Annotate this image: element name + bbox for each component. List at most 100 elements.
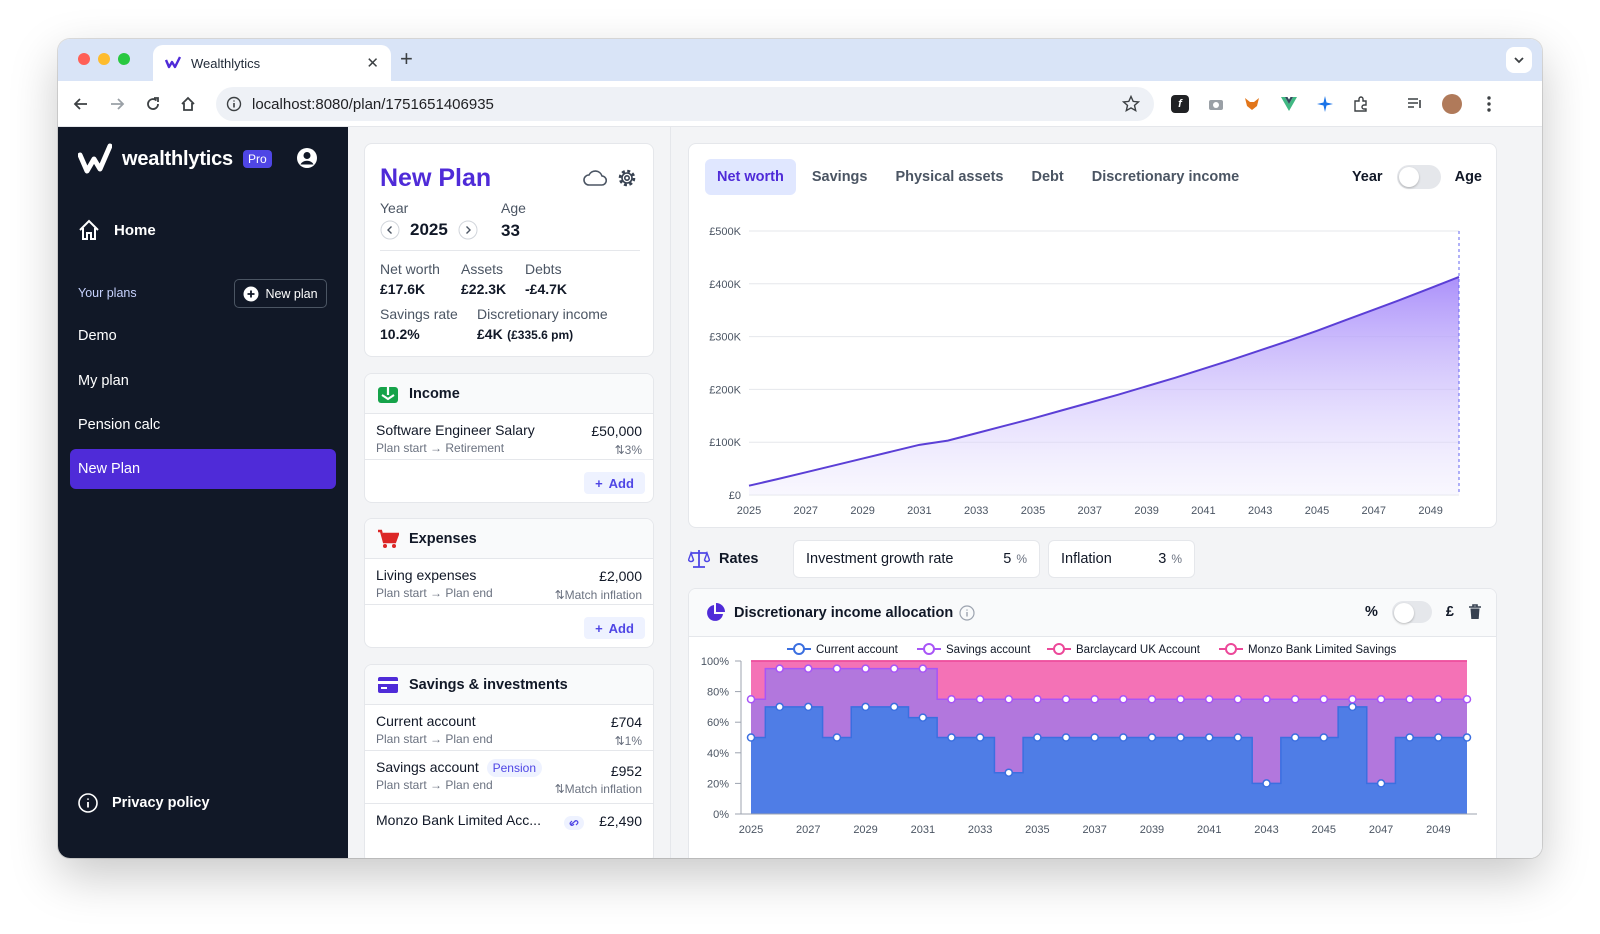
extension-camera-icon[interactable] <box>1207 95 1225 113</box>
close-window-button[interactable] <box>78 53 90 65</box>
cloud-sync-icon[interactable] <box>583 168 607 188</box>
tab-discretionary-income[interactable]: Discretionary income <box>1091 169 1240 185</box>
allocation-point <box>746 733 756 742</box>
add-income-button[interactable]: + Add <box>584 472 645 494</box>
pro-badge: Pro <box>242 150 272 168</box>
minimize-window-button[interactable] <box>98 53 110 65</box>
savings-row[interactable]: Savings account Pension Plan start → Pla… <box>365 751 653 804</box>
pension-tag: Pension <box>486 759 542 777</box>
back-button[interactable] <box>72 95 90 113</box>
account-button[interactable] <box>296 147 318 174</box>
allocation-line <box>751 667 1467 700</box>
site-info-icon[interactable] <box>226 96 242 112</box>
chevron-right-icon[interactable] <box>458 220 478 240</box>
x-tick-label: 2043 <box>1248 505 1272 517</box>
x-tick-label: 2027 <box>796 824 820 836</box>
tab-debt[interactable]: Debt <box>1031 169 1064 185</box>
maximize-window-button[interactable] <box>118 53 130 65</box>
reload-button[interactable] <box>144 95 162 113</box>
extensions-puzzle-icon[interactable] <box>1352 95 1370 113</box>
allocation-point <box>1119 695 1128 704</box>
divider <box>380 250 640 251</box>
sidebar-item-pension-calc[interactable]: Pension calc <box>78 417 161 433</box>
allocation-point <box>832 733 842 742</box>
home-icon <box>79 219 99 240</box>
expenses-header: Expenses <box>365 519 653 559</box>
tab-search-button[interactable] <box>1506 47 1532 73</box>
extension-function-icon[interactable]: f <box>1171 95 1189 113</box>
year-age-toggle[interactable] <box>1396 165 1441 189</box>
y-tick-label: 0% <box>713 809 729 821</box>
extension-sparkle-icon[interactable] <box>1316 95 1334 113</box>
privacy-policy-link[interactable]: Privacy policy <box>78 793 210 813</box>
net-worth-value: £17.6K <box>380 281 426 297</box>
tab-savings[interactable]: Savings <box>811 169 868 185</box>
debts-value: -£4.7K <box>525 281 568 297</box>
profile-avatar[interactable] <box>1442 94 1462 114</box>
savings-rate-label: Savings rate <box>380 306 458 322</box>
tab-net-worth[interactable]: Net worth <box>705 159 796 195</box>
net-worth-label: Net worth <box>380 261 440 277</box>
expense-row[interactable]: Living expenses Plan start → Plan end £2… <box>365 559 653 605</box>
brand[interactable]: wealthlytics Pro <box>78 143 272 175</box>
growth-arrows-icon: ⇅ <box>554 588 565 602</box>
investment-growth-rate-field[interactable]: Investment growth rate 5 % <box>793 540 1040 578</box>
allocation-point <box>1319 733 1329 742</box>
add-expense-button[interactable]: + Add <box>584 617 645 639</box>
pie-chart-icon <box>707 602 725 621</box>
close-tab-icon[interactable]: ✕ <box>366 55 379 72</box>
credit-card-icon <box>378 676 398 693</box>
sidebar-item-new-plan[interactable]: New Plan <box>70 449 336 489</box>
forward-button[interactable] <box>108 95 126 113</box>
sidebar-item-home[interactable]: Home <box>78 219 156 241</box>
home-button[interactable] <box>179 95 197 113</box>
percent-pound-toggle[interactable] <box>1391 601 1432 623</box>
legend-marker <box>923 643 935 655</box>
chart-tabs: Net worth Savings Physical assets Debt D… <box>705 159 1251 195</box>
plan-title[interactable]: New Plan <box>380 164 492 192</box>
allocation-point <box>1233 733 1243 742</box>
savings-row[interactable]: Current account Plan start → Plan end £7… <box>365 705 653 751</box>
sidebar-item-demo[interactable]: Demo <box>78 328 117 344</box>
allocation-point <box>1462 695 1472 704</box>
extension-fox-icon[interactable] <box>1243 95 1261 113</box>
extension-vue-icon[interactable] <box>1280 95 1298 113</box>
income-row[interactable]: Software Engineer Salary Plan start → Re… <box>365 414 653 460</box>
new-plan-button[interactable]: New plan <box>234 279 327 308</box>
browser-tab[interactable]: Wealthlytics ✕ <box>153 45 391 81</box>
chevron-left-icon[interactable] <box>380 220 400 240</box>
allocation-point <box>832 664 842 673</box>
expense-growth: Match inflation <box>564 588 642 602</box>
savings-period: Plan start → Plan end <box>376 732 493 746</box>
trash-icon[interactable] <box>1468 604 1482 620</box>
year-toggle-label: Year <box>1351 169 1383 185</box>
allocation-point <box>804 664 813 673</box>
info-icon[interactable] <box>959 604 975 621</box>
chevron-down-icon <box>1514 57 1524 64</box>
new-tab-button[interactable]: + <box>400 46 413 71</box>
savings-row[interactable]: Monzo Bank Limited Acc... £2,490 <box>365 804 653 850</box>
tab-physical-assets[interactable]: Physical assets <box>895 169 1004 185</box>
add-expense-label: Add <box>608 620 634 636</box>
scales-icon <box>688 550 710 568</box>
arrow-left-icon <box>73 98 87 110</box>
browser-menu-icon[interactable] <box>1480 95 1498 113</box>
allocation-point <box>1262 779 1271 788</box>
bookmark-star-icon[interactable] <box>1122 95 1140 113</box>
allocation-point <box>947 733 956 742</box>
settings-gear-icon[interactable] <box>616 167 638 189</box>
inflation-field[interactable]: Inflation 3 % <box>1048 540 1195 578</box>
x-tick-label: 2035 <box>1025 824 1049 836</box>
allocation-point <box>1290 733 1300 742</box>
allocation-point <box>1233 695 1243 704</box>
growth-arrows-icon: ⇅ <box>614 443 625 457</box>
x-tick-label: 2041 <box>1191 505 1215 517</box>
tab-strip: Wealthlytics ✕ + <box>58 39 1542 81</box>
media-controls-icon[interactable] <box>1406 95 1424 113</box>
allocation-point <box>775 702 784 712</box>
wealthlytics-logo-icon <box>78 143 112 174</box>
sidebar-item-my-plan[interactable]: My plan <box>78 373 129 389</box>
allocation-point <box>889 664 899 673</box>
address-bar[interactable]: localhost:8080/plan/1751651406935 <box>216 87 1154 121</box>
plus-circle-icon <box>243 286 259 301</box>
